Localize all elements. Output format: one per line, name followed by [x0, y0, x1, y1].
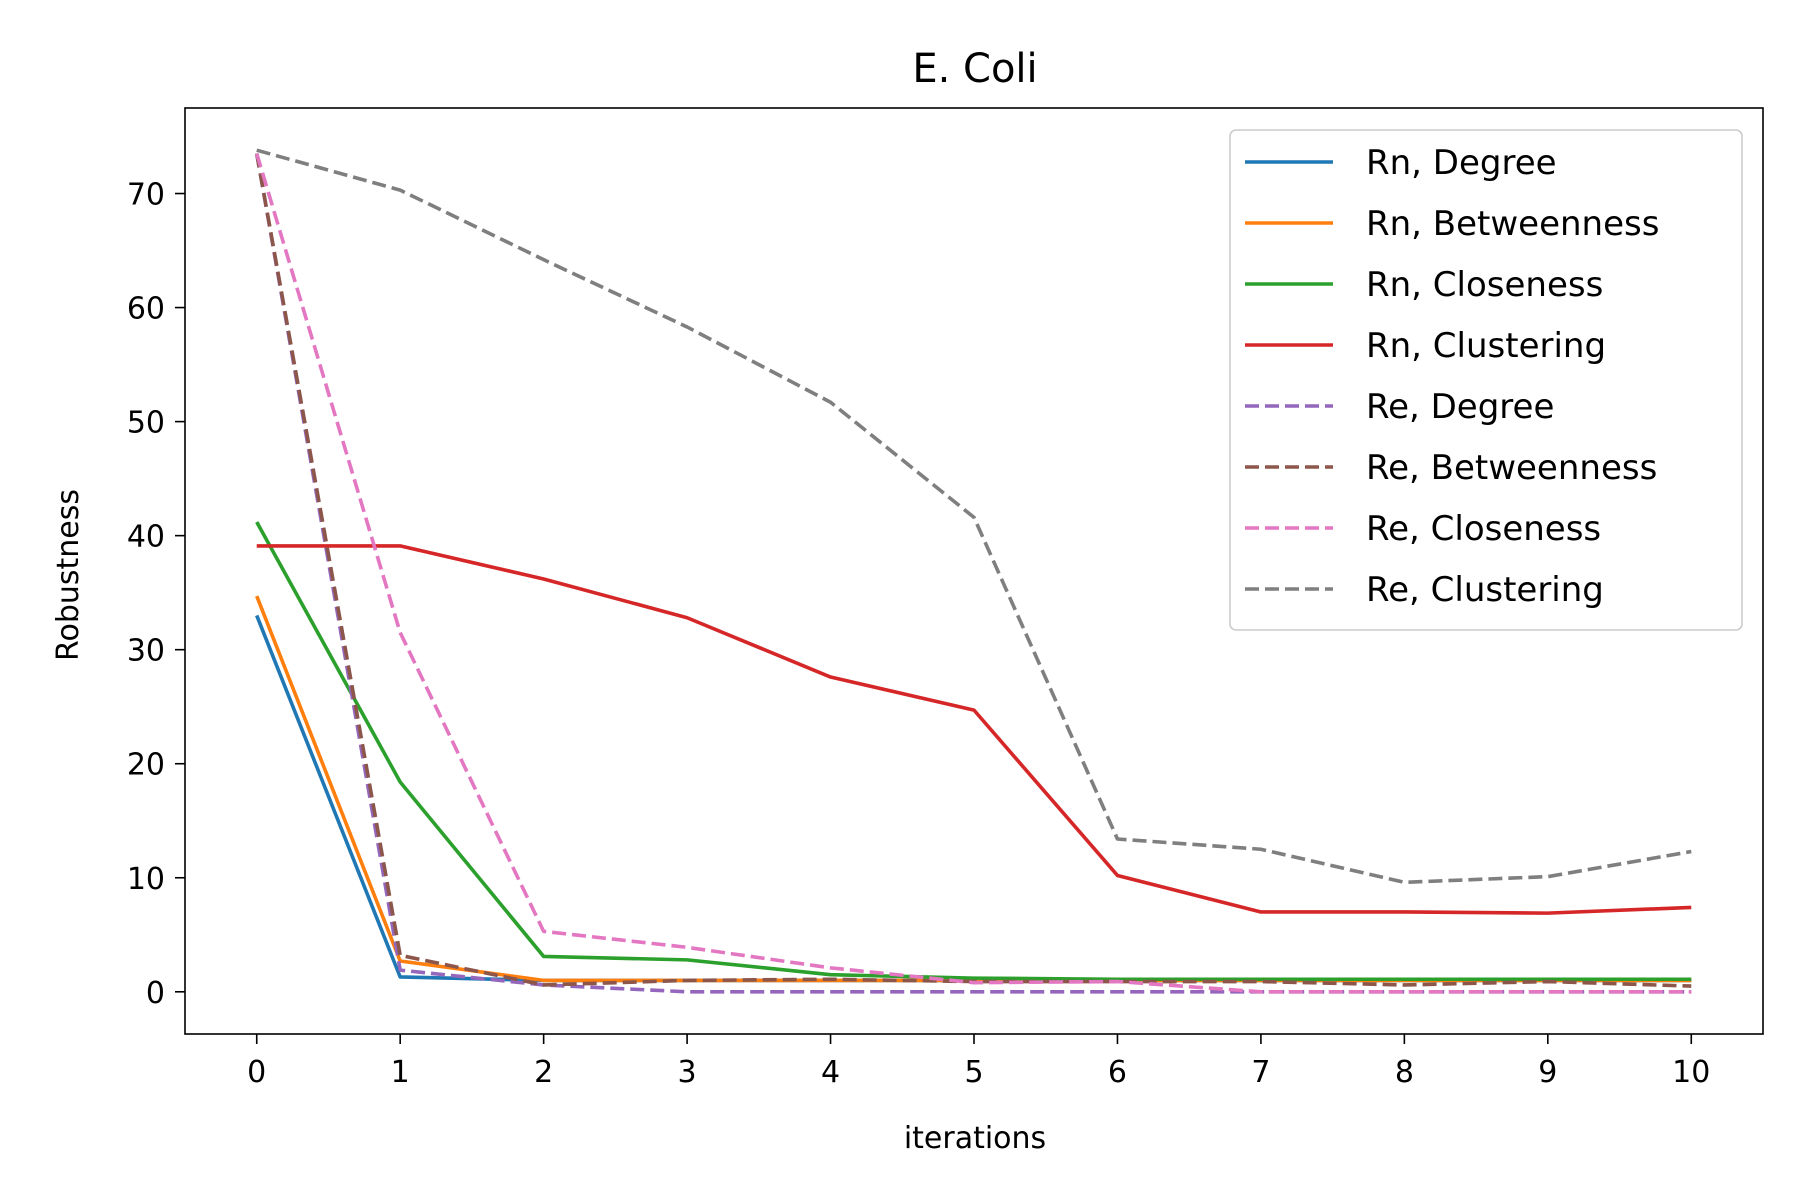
x-tick-label: 3 — [678, 1055, 697, 1090]
legend-label: Re, Clustering — [1366, 570, 1604, 610]
y-tick-label: 0 — [146, 976, 165, 1011]
x-tick-label: 7 — [1251, 1055, 1270, 1090]
x-tick-label: 6 — [1108, 1055, 1127, 1090]
series-line-3 — [256, 544, 1692, 915]
x-tick-label: 8 — [1395, 1055, 1414, 1090]
y-tick-label: 50 — [127, 406, 165, 441]
legend-label: Re, Degree — [1366, 387, 1554, 427]
x-tick-label: 0 — [247, 1055, 266, 1090]
y-axis-title: Robustness — [51, 489, 86, 661]
x-tick-label: 10 — [1672, 1055, 1710, 1090]
x-axis: 0 1 2 3 4 5 6 7 8 9 10 — [247, 1034, 1710, 1090]
plot-lines — [254, 148, 1692, 994]
chart-title: E. Coli — [912, 46, 1037, 92]
x-tick-label: 9 — [1538, 1055, 1557, 1090]
x-axis-title: iterations — [904, 1121, 1046, 1156]
legend-label: Re, Betweenness — [1366, 448, 1657, 488]
series-line-1 — [255, 595, 1692, 983]
x-tick-label: 4 — [821, 1055, 840, 1090]
legend-entries: Rn, Degree Rn, Betweenness Rn, Closeness Rn… — [1245, 143, 1659, 610]
legend-label: Rn, Clustering — [1366, 326, 1606, 366]
legend-box — [1229, 129, 1743, 631]
legend-label: Rn, Closeness — [1366, 265, 1603, 305]
y-axis: 0 10 20 30 40 50 60 70 — [127, 178, 185, 1011]
series-line-2 — [255, 521, 1692, 982]
y-tick-label: 10 — [127, 862, 165, 897]
y-tick-label: 60 — [127, 292, 165, 327]
legend-label: Rn, Degree — [1366, 143, 1557, 183]
x-tick-label: 5 — [964, 1055, 983, 1090]
series-line-7 — [256, 148, 1692, 885]
y-tick-label: 70 — [127, 178, 165, 213]
x-tick-label: 1 — [391, 1055, 410, 1090]
y-tick-label: 40 — [127, 520, 165, 555]
series-line-6 — [255, 153, 1692, 994]
y-tick-label: 30 — [127, 634, 165, 669]
legend-label: Re, Closeness — [1366, 509, 1601, 549]
series-line-0 — [255, 614, 1692, 983]
legend-label: Rn, Betweenness — [1366, 204, 1659, 244]
y-tick-label: 20 — [127, 748, 165, 783]
x-tick-label: 2 — [534, 1055, 553, 1090]
legend: Rn, Degree Rn, Betweenness Rn, Closeness Rn… — [1229, 129, 1743, 631]
